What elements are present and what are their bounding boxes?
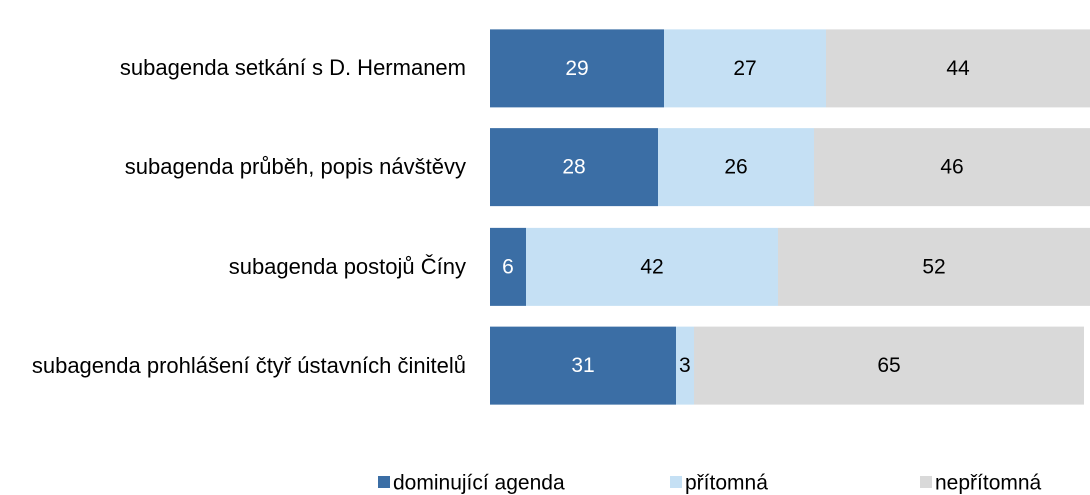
category-label: subagenda prohlášení čtyř ústavních čini… bbox=[31, 352, 466, 378]
value-label: 28 bbox=[562, 156, 585, 179]
value-label: 52 bbox=[922, 255, 945, 278]
legend-label: přítomná bbox=[685, 472, 768, 495]
bar-segment bbox=[778, 227, 1090, 306]
value-label: 44 bbox=[946, 57, 970, 80]
bar-segment bbox=[658, 128, 814, 207]
bar-segment bbox=[490, 29, 664, 108]
bar-segment bbox=[490, 326, 676, 405]
value-label: 26 bbox=[724, 156, 747, 179]
value-label: 29 bbox=[565, 57, 588, 80]
bar-segment bbox=[526, 227, 778, 306]
category-label: subagenda průběh, popis návštěvy bbox=[124, 154, 466, 180]
category-label: subagenda setkání s D. Hermanem bbox=[119, 55, 466, 81]
legend-label: nepřítomná bbox=[935, 472, 1042, 495]
bar-segment bbox=[694, 326, 1084, 405]
value-label: 31 bbox=[571, 354, 594, 377]
legend-swatch bbox=[670, 476, 682, 488]
bar-segment bbox=[676, 326, 694, 405]
category-label: subagenda postojů Číny bbox=[228, 253, 466, 279]
bar-segment bbox=[814, 128, 1090, 207]
bar-segment bbox=[664, 29, 826, 108]
bar-segment bbox=[826, 29, 1090, 108]
legend-label: dominující agenda bbox=[393, 472, 565, 495]
bar-segment bbox=[490, 227, 526, 306]
value-label: 6 bbox=[502, 255, 514, 278]
value-label: 27 bbox=[733, 57, 756, 80]
value-label: 42 bbox=[640, 255, 663, 278]
value-label: 46 bbox=[940, 156, 963, 179]
bar-segment bbox=[490, 128, 658, 207]
value-label: 3 bbox=[679, 354, 691, 377]
legend-swatch bbox=[920, 476, 932, 488]
legend-swatch bbox=[378, 476, 390, 488]
value-label: 65 bbox=[877, 354, 900, 377]
